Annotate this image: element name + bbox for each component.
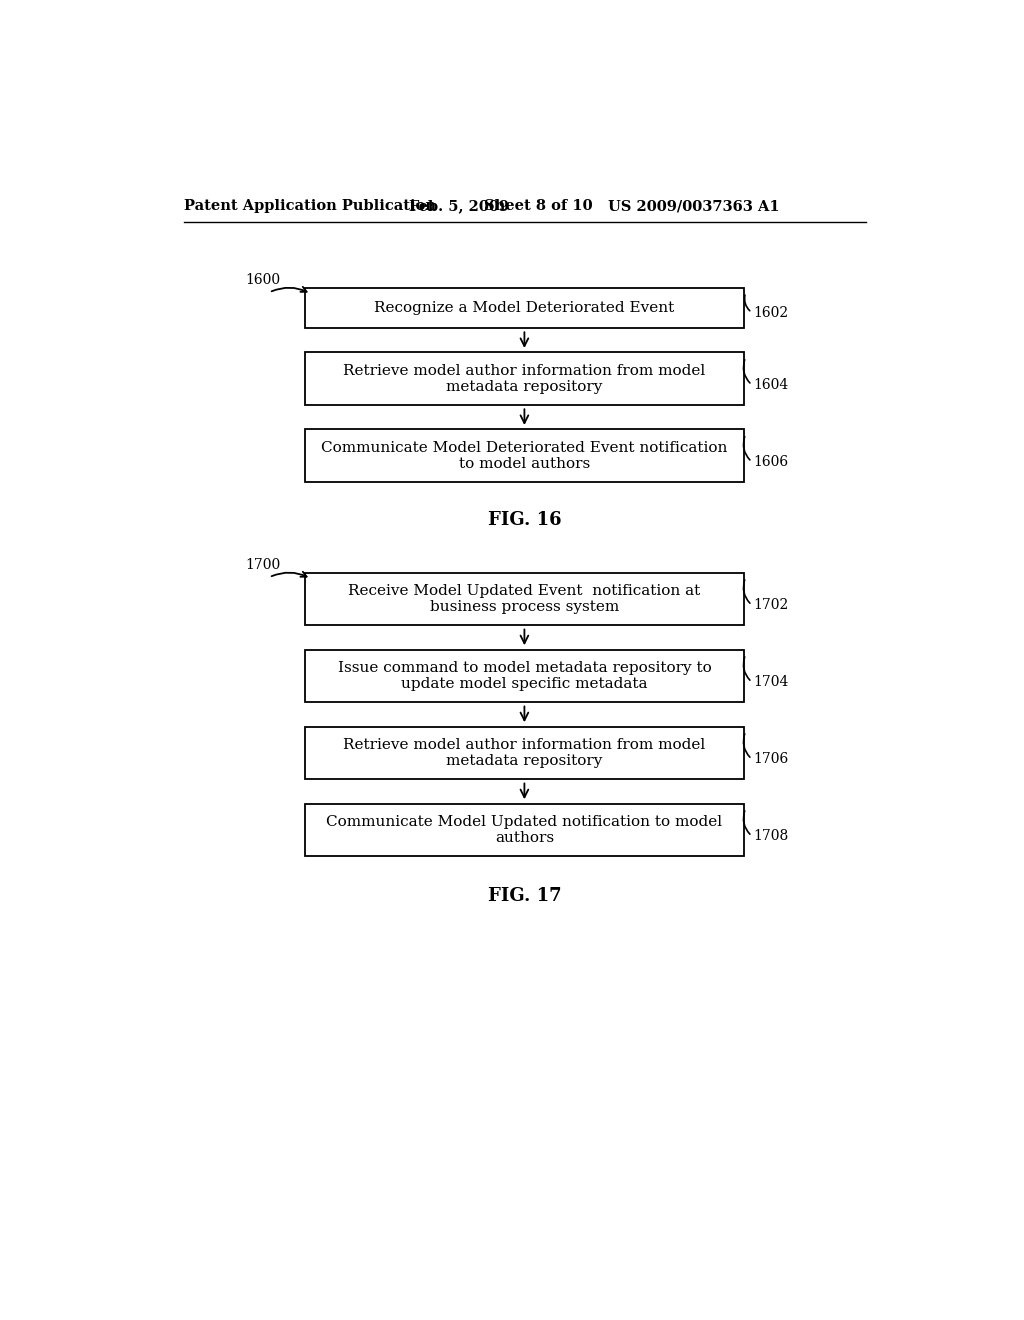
FancyBboxPatch shape (305, 573, 744, 626)
Text: 1702: 1702 (754, 598, 788, 612)
FancyBboxPatch shape (305, 649, 744, 702)
Text: 1602: 1602 (754, 306, 788, 319)
FancyBboxPatch shape (305, 288, 744, 327)
Text: 1604: 1604 (754, 378, 788, 392)
FancyBboxPatch shape (305, 429, 744, 482)
Text: Recognize a Model Deteriorated Event: Recognize a Model Deteriorated Event (375, 301, 675, 314)
Text: Retrieve model author information from model
metadata repository: Retrieve model author information from m… (343, 738, 706, 768)
Text: 1700: 1700 (246, 558, 281, 572)
Text: Receive Model Updated Event  notification at
business process system: Receive Model Updated Event notification… (348, 583, 700, 614)
FancyBboxPatch shape (305, 352, 744, 405)
Text: Retrieve model author information from model
metadata repository: Retrieve model author information from m… (343, 363, 706, 393)
Text: Communicate Model Deteriorated Event notification
to model authors: Communicate Model Deteriorated Event not… (322, 441, 728, 471)
Text: 1704: 1704 (754, 675, 788, 689)
Text: US 2009/0037363 A1: US 2009/0037363 A1 (608, 199, 780, 213)
Text: Issue command to model metadata repository to
update model specific metadata: Issue command to model metadata reposito… (338, 661, 712, 690)
FancyBboxPatch shape (305, 726, 744, 779)
Text: FIG. 17: FIG. 17 (487, 887, 561, 906)
FancyBboxPatch shape (305, 804, 744, 855)
Text: FIG. 16: FIG. 16 (487, 511, 561, 529)
Text: 1606: 1606 (754, 455, 788, 469)
Text: 1600: 1600 (246, 273, 281, 286)
Text: Communicate Model Updated notification to model
authors: Communicate Model Updated notification t… (327, 814, 723, 845)
Text: Patent Application Publication: Patent Application Publication (183, 199, 436, 213)
Text: Feb. 5, 2009: Feb. 5, 2009 (409, 199, 509, 213)
Text: 1708: 1708 (754, 829, 788, 843)
Text: Sheet 8 of 10: Sheet 8 of 10 (484, 199, 593, 213)
Text: 1706: 1706 (754, 752, 788, 766)
